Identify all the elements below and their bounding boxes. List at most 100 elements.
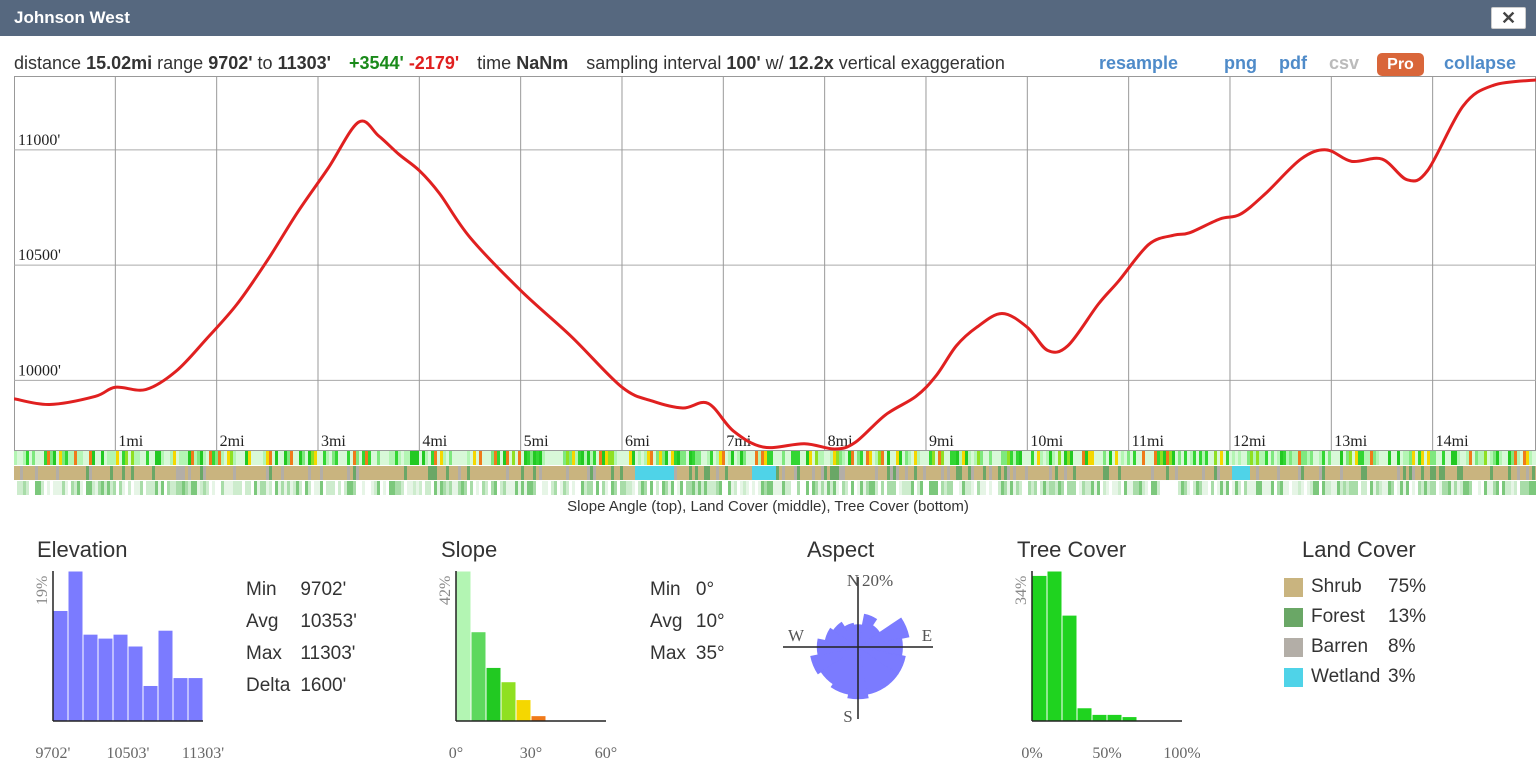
land-cover-strip-cell: [254, 466, 257, 480]
tree-cover-strip-cell: [956, 481, 959, 495]
tree-cover-strip-cell: [287, 481, 290, 495]
tree-cover-strip-cell: [1004, 481, 1007, 495]
tree-cover-strip-cell: [425, 481, 428, 495]
histogram-bar: [515, 699, 532, 722]
tree-cover-strip-cell: [1280, 481, 1283, 495]
tree-cover-strip-cell: [521, 481, 524, 495]
tree-cover-strip-cell: [350, 481, 353, 495]
slope-strip-cell: [404, 451, 407, 465]
slope-strip-cell: [107, 451, 110, 465]
tree-cover-strip-cell: [620, 481, 623, 495]
slope-strip-cell: [467, 451, 470, 465]
slope-strip-cell: [587, 451, 590, 465]
aspect-north-label: N: [847, 571, 859, 590]
tree-cover-strip-cell: [125, 481, 128, 495]
slope-strip-cell: [482, 451, 485, 465]
csv-link[interactable]: csv: [1329, 53, 1360, 73]
slope-strip-cell: [122, 451, 125, 465]
slope-strip-cell: [860, 451, 863, 465]
tree-cover-strip-cell: [1301, 481, 1304, 495]
tree-cover-strip-cell: [890, 481, 893, 495]
slope-strip-cell: [992, 451, 995, 465]
slope-strip-cell: [86, 451, 89, 465]
tree-cover-strip-cell: [152, 481, 155, 495]
pro-badge-button[interactable]: Pro: [1377, 53, 1424, 76]
slope-strip-cell: [287, 451, 290, 465]
slope-strip-cell: [1448, 451, 1451, 465]
slope-strip-cell: [1202, 451, 1205, 465]
tree-cover-strip-cell: [1073, 481, 1076, 495]
tree-cover-strip-cell: [1457, 481, 1460, 495]
land-cover-strip-cell: [119, 466, 122, 480]
land-cover-strip-cell: [794, 466, 797, 480]
tree-cover-strip-cell: [101, 481, 104, 495]
land-cover-strip-cell: [554, 466, 557, 480]
land-cover-strip-cell: [590, 466, 593, 480]
slope-strip-cell: [1019, 451, 1022, 465]
tree-cover-strip-cell: [626, 481, 629, 495]
land-cover-strip-cell: [1022, 466, 1025, 480]
land-cover-panel-title: Land Cover: [1302, 537, 1416, 562]
slope-strip-cell: [920, 451, 923, 465]
slope-strip-cell: [1046, 451, 1049, 465]
slope-strip-cell: [605, 451, 608, 465]
tree-cover-strip-cell: [1400, 481, 1403, 495]
slope-strip-cell: [833, 451, 836, 465]
tree-cover-strip-cell: [248, 481, 251, 495]
tree-cover-strip-cell: [434, 481, 437, 495]
land-cover-strip-cell: [1382, 466, 1385, 480]
land-cover-strip-cell: [821, 466, 824, 480]
slope-strip-cell: [530, 451, 533, 465]
collapse-link[interactable]: collapse: [1444, 53, 1517, 73]
tree-cover-strip-cell: [608, 481, 611, 495]
land-cover-strip-cell: [170, 466, 173, 480]
tree-cover-strip-cell: [224, 481, 227, 495]
land-cover-strip-cell: [17, 466, 20, 480]
land-cover-strip-cell: [923, 466, 926, 480]
tree-cover-strip-cell: [986, 481, 989, 495]
land-cover-strip-cell: [392, 466, 395, 480]
slope-strip-cell: [251, 451, 254, 465]
resample-link[interactable]: resample: [1099, 53, 1179, 73]
slope-strip-cell: [1079, 451, 1082, 465]
tree-cover-strip-cell: [1442, 481, 1445, 495]
slope-strip-cell: [359, 451, 362, 465]
window-titlebar: Johnson West ✕: [0, 0, 1536, 36]
slope-strip-cell: [1097, 451, 1100, 465]
tree-cover-strip-cell: [149, 481, 152, 495]
tree-cover-strip-cell: [1517, 481, 1520, 495]
land-cover-strip-cell: [473, 466, 476, 480]
land-cover-strip-cell: [992, 466, 995, 480]
slope-strip-cell: [824, 451, 827, 465]
tree-cover-strip-cell: [1337, 481, 1340, 495]
slope-strip-cell: [683, 451, 686, 465]
slope-strip-cell: [527, 451, 530, 465]
profile-x-tick-label: 6mi: [625, 433, 650, 450]
land-cover-strip-cell: [1205, 466, 1208, 480]
land-cover-strip-cell: [842, 466, 845, 480]
elevation-profile-chart[interactable]: 10000'10500'11000'1mi 2mi 3mi 4mi 5mi 6mi 7mi 8…: [14, 76, 1536, 451]
close-button[interactable]: ✕: [1491, 7, 1526, 29]
png-link[interactable]: png: [1224, 53, 1257, 73]
slope-strip-cell: [431, 451, 434, 465]
aspect-wedge: [810, 646, 859, 675]
tree-cover-strip-cell: [791, 481, 794, 495]
histogram-bar: [1031, 574, 1048, 722]
tree-cover-strip-cell: [1202, 481, 1205, 495]
slope-strip-cell: [653, 451, 656, 465]
tree-cover-strip-cell: [1040, 481, 1043, 495]
slope-strip-cell: [902, 451, 905, 465]
slope-strip-cell: [635, 451, 638, 465]
land-cover-strip-cell: [986, 466, 989, 480]
slope-strip-cell: [236, 451, 239, 465]
slope-strip-cell: [620, 451, 623, 465]
slope-strip-cell: [1508, 451, 1511, 465]
tree-cover-strip-cell: [1124, 481, 1127, 495]
land-cover-strip-cell: [1241, 466, 1244, 480]
tree-cover-strip-cell: [242, 481, 245, 495]
pdf-link[interactable]: pdf: [1279, 53, 1307, 73]
land-cover-strip-cell: [776, 466, 779, 480]
land-cover-strip-cell: [674, 466, 677, 480]
land-cover-strip-cell: [530, 466, 533, 480]
slope-strip-cell: [722, 451, 725, 465]
